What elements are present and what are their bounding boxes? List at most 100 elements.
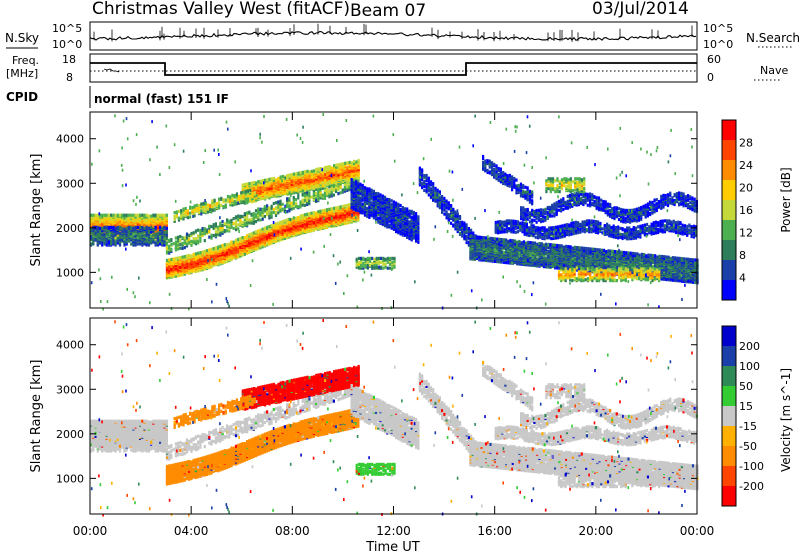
power-cell: [240, 194, 243, 198]
power-cell: [266, 235, 269, 239]
nave-tick-top: 60: [707, 53, 721, 66]
power-cell: [308, 173, 311, 177]
power-cell: [204, 201, 207, 205]
power-cell: [326, 208, 329, 212]
power-cell: [319, 168, 322, 173]
power-cell: [147, 229, 151, 233]
power-cell: [321, 215, 324, 219]
power-cell: [310, 178, 313, 182]
power-cell: [121, 229, 124, 233]
power-cell: [159, 225, 162, 229]
power-cell: [90, 213, 93, 217]
power-cell: [348, 168, 351, 172]
power-cell: [395, 213, 398, 217]
power-cell: [292, 203, 295, 207]
power-cell: [284, 181, 287, 185]
power-cell: [386, 197, 389, 201]
power-cell: [341, 188, 344, 192]
freq-label-2: [MHz]: [6, 67, 38, 80]
power-cell: [96, 234, 99, 238]
power-cell: [174, 256, 177, 261]
power-cell: [297, 174, 300, 178]
power-cell: [290, 178, 293, 183]
power-cell: [185, 239, 189, 243]
power-cell: [249, 195, 252, 199]
power-cell: [264, 194, 267, 198]
power-cell: [219, 227, 222, 231]
power-cell: [228, 249, 231, 253]
power-cell: [355, 186, 358, 190]
power-cell: [181, 236, 184, 240]
power-cell: [125, 221, 128, 225]
power-cell: [383, 204, 387, 208]
power-cell: [326, 188, 329, 192]
power-cell: [284, 188, 287, 192]
power-cell: [301, 200, 304, 204]
power-cell: [208, 250, 211, 254]
power-cell: [303, 191, 307, 195]
power-cell: [390, 226, 393, 230]
power-cell: [156, 213, 159, 217]
power-cell: [350, 187, 353, 191]
power-cell: [246, 189, 250, 193]
power-cell: [326, 165, 329, 169]
power-cell: [175, 213, 178, 217]
power-cell: [348, 184, 351, 188]
power-cell: [310, 211, 313, 215]
power-cell: [112, 225, 115, 229]
power-cell: [210, 247, 213, 251]
power-cell: [226, 258, 229, 263]
power-cell: [259, 210, 262, 214]
power-cell: [226, 220, 229, 224]
power-cell: [195, 206, 198, 210]
power-cell: [357, 181, 360, 185]
power-cell: [181, 261, 184, 265]
power-cell: [388, 217, 391, 221]
power-cell: [377, 192, 380, 196]
power-cell: [301, 228, 304, 232]
power-cell: [103, 238, 106, 242]
power-cell: [237, 252, 240, 256]
power-cell: [339, 186, 342, 190]
power-cell: [272, 176, 276, 180]
power-cell: [344, 175, 347, 179]
power-cell: [275, 193, 278, 197]
nave-label: Nave: [760, 64, 788, 77]
power-cell: [230, 240, 233, 244]
power-cell: [252, 215, 255, 220]
power-cell: [223, 252, 226, 257]
power-cell: [353, 161, 356, 165]
power-cell: [246, 234, 249, 238]
power-cell: [317, 195, 320, 199]
power-cell: [165, 226, 168, 230]
power-cell: [377, 210, 380, 214]
power-cell: [177, 247, 180, 251]
power-cell: [392, 223, 395, 228]
power-cell: [110, 241, 113, 245]
power-cell: [212, 233, 215, 238]
power-cell: [270, 182, 273, 186]
power-cell: [390, 203, 393, 207]
power-cell: [92, 213, 95, 217]
power-cell: [319, 191, 322, 195]
power-cell: [243, 223, 246, 228]
power-cell: [310, 214, 313, 218]
power-cell: [292, 188, 296, 192]
power-cell: [312, 188, 315, 192]
power-cell: [355, 180, 358, 184]
nsky-tick-top: 10^5: [52, 22, 82, 35]
power-cell: [150, 229, 153, 233]
power-cell: [235, 198, 238, 202]
power-cell: [266, 178, 269, 182]
power-cell: [116, 241, 119, 245]
power-cell: [299, 183, 302, 188]
power-cell: [403, 221, 407, 226]
power-cell: [368, 187, 371, 191]
power-cell: [313, 186, 316, 191]
power-cell: [219, 225, 222, 229]
power-cell: [134, 227, 137, 231]
power-cell: [390, 218, 393, 222]
power-cell: [315, 167, 318, 171]
power-cell: [350, 183, 353, 188]
